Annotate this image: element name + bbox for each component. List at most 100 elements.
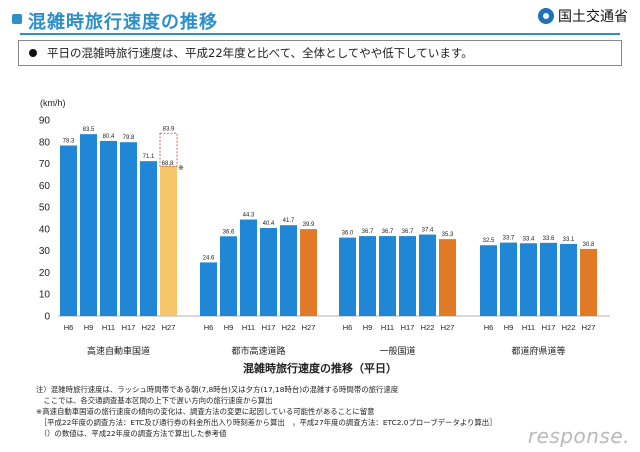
data-label: 36.0 bbox=[342, 231, 354, 237]
bar bbox=[300, 229, 317, 316]
speed-bar-chart: (km/h) 0 10 20 30 40 50 60 70 80 90 78.3 H6 83.5 H9 80.… bbox=[39, 98, 610, 357]
x-tick-label: H27 bbox=[441, 323, 455, 332]
data-label: 36.6 bbox=[223, 229, 235, 235]
y-tick-label: 40 bbox=[39, 224, 51, 235]
page-title: 混雑時旅行速度の推移 bbox=[28, 12, 218, 33]
x-tick-label: H27 bbox=[162, 323, 176, 332]
summary-text: 平日の混雑時旅行速度は、平成22年度と比べて、全体としてやや低下しています。 bbox=[47, 46, 473, 60]
footnote: ※高速自動車国道の旅行速度の傾向の変化は、調査方法の変更に起因している可能性があ… bbox=[36, 407, 375, 416]
bar bbox=[339, 237, 356, 316]
reference-label: 83.9 bbox=[163, 126, 175, 132]
data-label: 33.1 bbox=[563, 237, 575, 243]
group-label: 都道府県道等 bbox=[511, 345, 565, 357]
x-tick-label: H11 bbox=[522, 323, 535, 332]
x-tick-label: H22 bbox=[142, 323, 156, 332]
chart-caption: 混雑時旅行速度の推移（平日） bbox=[243, 362, 397, 375]
bar bbox=[419, 234, 436, 316]
group-label: 高速自動車国道 bbox=[87, 345, 150, 357]
bar bbox=[60, 145, 77, 316]
x-tick-label: H11 bbox=[242, 323, 255, 332]
x-tick-label: H27 bbox=[582, 323, 596, 332]
reference-bar bbox=[159, 132, 178, 167]
data-label: 37.4 bbox=[422, 228, 434, 234]
x-tick-label: H11 bbox=[381, 323, 394, 332]
y-tick-label: 50 bbox=[39, 203, 51, 214]
data-label: 71.1 bbox=[143, 154, 155, 160]
data-label: 83.5 bbox=[83, 127, 95, 133]
brand-name: 国土交通省 bbox=[558, 9, 628, 25]
x-tick-label: H9 bbox=[504, 323, 514, 332]
title-marker bbox=[12, 14, 22, 24]
y-tick-label: 90 bbox=[39, 116, 51, 127]
bar bbox=[480, 245, 497, 316]
y-tick-label: 20 bbox=[39, 268, 51, 279]
data-label: 44.3 bbox=[243, 213, 255, 219]
bar bbox=[260, 228, 277, 316]
data-label: 33.6 bbox=[543, 236, 555, 242]
title-divider bbox=[20, 33, 620, 35]
bar bbox=[100, 140, 117, 316]
bar bbox=[140, 161, 157, 316]
data-label: 30.8 bbox=[583, 242, 595, 248]
data-label: 35.3 bbox=[442, 232, 454, 238]
bar bbox=[399, 236, 416, 316]
data-label: 36.7 bbox=[382, 229, 394, 235]
footnotes: 注）混雑時旅行速度は、ラッシュ時間帯である朝(7,8時台)又は夕方(17,18時… bbox=[36, 384, 497, 439]
data-label: 36.7 bbox=[362, 229, 374, 235]
data-label: 32.5 bbox=[483, 238, 495, 244]
bar bbox=[500, 242, 517, 316]
data-label: 78.3 bbox=[63, 138, 75, 144]
data-label: 41.7 bbox=[283, 218, 295, 224]
data-label: 39.9 bbox=[303, 222, 315, 228]
bar bbox=[560, 243, 577, 316]
x-tick-label: H9 bbox=[224, 323, 234, 332]
data-label: 24.6 bbox=[203, 255, 215, 261]
bar bbox=[220, 236, 237, 316]
x-tick-label: H22 bbox=[562, 323, 576, 332]
x-tick-label: H17 bbox=[542, 323, 556, 332]
bar bbox=[120, 142, 137, 316]
x-tick-label: H22 bbox=[421, 323, 435, 332]
data-label: 36.7 bbox=[402, 229, 414, 235]
x-tick-label: H17 bbox=[262, 323, 276, 332]
footnote: （）の数値は、平成22年度の調査方法で算出した参考値 bbox=[36, 429, 227, 438]
bar bbox=[540, 242, 557, 316]
x-tick-label: H6 bbox=[484, 323, 494, 332]
y-tick-label: 60 bbox=[39, 181, 51, 192]
bar bbox=[200, 262, 217, 316]
y-axis-label: (km/h) bbox=[40, 98, 66, 108]
group-label: 一般国道 bbox=[379, 345, 415, 357]
bar bbox=[520, 243, 537, 316]
brand: 国土交通省 bbox=[538, 6, 628, 26]
x-tick-label: H6 bbox=[343, 323, 353, 332]
y-tick-label: 0 bbox=[44, 312, 50, 323]
y-tick-label: 10 bbox=[39, 290, 51, 301]
bar bbox=[359, 236, 376, 316]
x-tick-label: H17 bbox=[122, 323, 136, 332]
data-label: 68.8 bbox=[162, 161, 174, 167]
x-tick-label: H9 bbox=[363, 323, 373, 332]
bar bbox=[240, 219, 257, 316]
bar bbox=[439, 239, 456, 316]
data-label: 33.4 bbox=[523, 236, 535, 242]
y-tick-label: 70 bbox=[39, 159, 51, 170]
x-tick-label: H11 bbox=[102, 323, 115, 332]
ministry-logo-icon bbox=[538, 8, 554, 24]
data-label: 80.4 bbox=[103, 134, 115, 140]
bullet-icon bbox=[29, 49, 37, 57]
watermark: response. bbox=[527, 424, 630, 448]
bar bbox=[160, 166, 177, 316]
bar bbox=[379, 236, 396, 316]
data-label: 40.4 bbox=[263, 221, 275, 227]
x-tick-label: H6 bbox=[204, 323, 214, 332]
bar bbox=[80, 134, 97, 316]
footnote: ここでは、各交通調査基本区間の上下で遅い方向の旅行速度から算出 bbox=[36, 396, 273, 405]
summary-box: 平日の混雑時旅行速度は、平成22年度と比べて、全体としてやや低下しています。 bbox=[18, 40, 622, 66]
footnote: ［平成22年度の調査方法：ETC及び通行券の料金所出入り時刻差から算出 ，平成2… bbox=[36, 418, 497, 427]
x-tick-label: H9 bbox=[84, 323, 94, 332]
data-label: 79.8 bbox=[123, 135, 135, 141]
data-label: 33.7 bbox=[503, 236, 515, 242]
x-tick-label: H17 bbox=[401, 323, 415, 332]
y-tick-label: 80 bbox=[39, 137, 51, 148]
x-tick-label: H6 bbox=[64, 323, 74, 332]
